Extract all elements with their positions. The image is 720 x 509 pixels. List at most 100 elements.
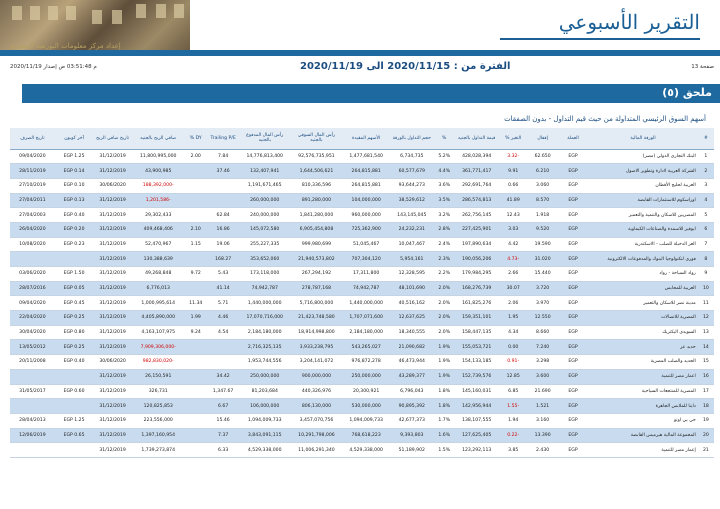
- table-cell: 8: [697, 251, 714, 267]
- table-cell: 03/06/2020: [10, 266, 55, 282]
- table-cell: 60,577,679: [389, 163, 435, 179]
- table-cell: EGP 0.10: [54, 178, 94, 194]
- table-cell: 9.91: [499, 163, 528, 179]
- table-row: 6 ابوقير للاسمدة والصناعات الكيماوية EGP 9.…: [10, 222, 714, 238]
- table-cell: EGP: [557, 339, 589, 356]
- table-cell: 51,189,902: [389, 442, 435, 458]
- table-cell: 31/12/2019: [93, 310, 132, 326]
- table-cell: 31/12/2019: [93, 266, 132, 282]
- table-row: 5 المصريين للاسكان والتنمية والتعمير EGP 1.…: [10, 207, 714, 223]
- table-cell: 14: [697, 339, 714, 356]
- table-cell: 1,440,000,000: [342, 295, 390, 312]
- table-cell: ابوقير للاسمدة والصناعات الكيماوية: [588, 222, 698, 238]
- table-cell: 1.8%: [434, 384, 455, 400]
- table-cell: 31/12/2019: [93, 339, 132, 356]
- table-row: 2 الشركة العربية لادارة وتطوير الاصول EGP 6…: [10, 163, 714, 179]
- table-cell: 428,028,394: [454, 149, 499, 165]
- table-cell: EGP: [557, 207, 589, 223]
- period: الفترة من : 2020/11/15 الى 2020/11/19: [300, 61, 510, 72]
- table-cell: 5.71: [206, 295, 240, 312]
- table-cell: 2.2%: [434, 266, 455, 282]
- table-cell: 19.06: [206, 237, 240, 253]
- section-title: ملحق (٥): [662, 86, 712, 99]
- table-cell: 353,652,060: [239, 251, 291, 267]
- page-value: 13: [691, 64, 699, 70]
- table-cell: 30.07: [499, 281, 528, 297]
- table-cell: 1.6%: [434, 428, 455, 444]
- table-cell: 1.9%: [434, 339, 455, 356]
- table-cell: 2.0%: [434, 295, 455, 312]
- column-header: صافي الربح بالجنيه: [131, 128, 185, 150]
- table-cell: 49,268,848: [131, 266, 185, 282]
- table-cell: EGP: [557, 413, 589, 429]
- table-row: 13 السويدي اليكتريك EGP 8.660 4.34 158,447,13…: [10, 325, 714, 341]
- table-cell: 92,576,735,951: [290, 149, 343, 165]
- table-cell: 264,815,881: [342, 178, 390, 194]
- table-cell: 21,423,748,580: [290, 310, 343, 326]
- table-cell: 31.020: [527, 251, 558, 267]
- table-cell: 31/12/2019: [93, 384, 132, 400]
- table-cell: 2.0%: [434, 325, 455, 341]
- table-cell: 21.690: [527, 384, 558, 400]
- table-cell: EGP 0.60: [54, 384, 94, 400]
- table-cell: 9.24: [184, 325, 207, 341]
- table-cell: 267,294,192: [290, 266, 343, 282]
- table-cell: 278,787,168: [290, 281, 343, 297]
- table-body: 1 البنك التجاري الدولي (مصر) EGP 62.650 -3.3…: [10, 149, 714, 458]
- table-cell: 159,351,101: [454, 310, 499, 326]
- table-cell: 42,677,373: [389, 413, 435, 429]
- column-header: تاريخ صافي الربح: [93, 128, 132, 150]
- table-cell: 37.46: [206, 163, 240, 179]
- table-cell: EGP: [557, 222, 589, 238]
- table-cell: EGP 0.05: [54, 281, 94, 297]
- table-cell: 1,707,071,600: [342, 310, 390, 326]
- table-cell: 6.85: [499, 384, 528, 400]
- table-cell: EGP: [557, 295, 589, 312]
- table-row: 11 مدينة نصر للاسكان والتعمير EGP 3.970 2.06…: [10, 295, 714, 312]
- table-cell: السويدي اليكتريك: [588, 325, 698, 341]
- table-cell: 3.6%: [434, 178, 455, 194]
- table-cell: [184, 178, 207, 194]
- table-cell: 15: [697, 354, 714, 370]
- table-cell: 1,953,744,556: [239, 354, 291, 370]
- table-row: 4 اوراسكوم للاستثمارات القابضة EGP 8.570 41.…: [10, 193, 714, 209]
- table-cell: 1: [697, 149, 714, 165]
- table-cell: 20,300,921: [342, 384, 390, 400]
- table-cell: 10/08/2020: [10, 237, 55, 253]
- header-building-photo: [0, 0, 190, 50]
- column-header: Trailing P/E: [206, 128, 240, 150]
- table-cell: 1.5%: [434, 442, 455, 458]
- table-cell: 250,000,000: [342, 369, 390, 385]
- table-cell: 145,072,580: [239, 222, 291, 238]
- column-header: آخر كوبون: [54, 128, 94, 150]
- table-row: 14 حديد عز EGP 7.240 0.00 155,053,721 1.9% 21,0…: [10, 339, 714, 356]
- table-cell: 1,841,280,000: [290, 207, 343, 223]
- table-cell: 2.06: [499, 295, 528, 312]
- table-cell: 31/05/2017: [10, 384, 55, 400]
- issued-label: إصدار: [43, 64, 57, 70]
- table-cell: 40,516,162: [389, 295, 435, 312]
- table-cell: 1.94: [499, 413, 528, 429]
- table-cell: 4.34: [499, 325, 528, 341]
- table-cell: المصرية للاتصالات: [588, 310, 698, 326]
- table-cell: [184, 413, 207, 429]
- column-header: إقفال: [527, 128, 558, 150]
- table-cell: 1,000,995,614: [131, 295, 185, 312]
- table-cell: 138,107,555: [454, 413, 499, 429]
- table-cell: 21,940,573,802: [290, 251, 343, 267]
- table-cell: 29,302,433: [131, 207, 185, 223]
- table-cell: 1,347.67: [206, 384, 240, 400]
- table-cell: 6.210: [527, 163, 558, 179]
- table-cell: 18,340,555: [389, 325, 435, 341]
- table-cell: 142,956,944: [454, 398, 499, 414]
- table-cell: العز الدخيلة للصلب - الاسكندرية: [588, 237, 698, 253]
- table-row: 16 اعمار مصر للتنمية EGP 3.600 12.85 152,739,…: [10, 369, 714, 385]
- table-cell: 4.4%: [434, 163, 455, 179]
- table-cell: 810,336,596: [290, 178, 343, 194]
- table-cell: 155,053,721: [454, 339, 499, 356]
- table-cell: فوري لتكنولوجيا البنوك والمدفوعات الالكت…: [588, 251, 698, 267]
- table-cell: EGP: [557, 178, 589, 194]
- table-cell: 31/12/2019: [93, 163, 132, 179]
- report-header: إعداد مركز معلومات البورصة المصرية التقر…: [0, 0, 720, 58]
- table-cell: EGP: [557, 398, 589, 414]
